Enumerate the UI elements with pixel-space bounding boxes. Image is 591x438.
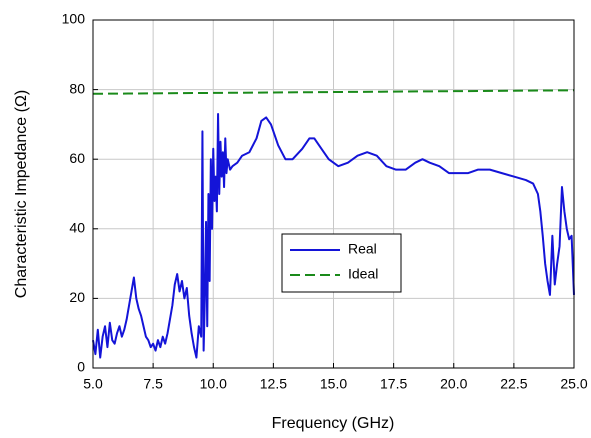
legend: Real Ideal	[281, 233, 402, 293]
x-tick-label: 22.5	[500, 376, 527, 392]
legend-box	[281, 233, 402, 293]
x-tick-label: 17.5	[380, 376, 407, 392]
plot-frame	[92, 19, 575, 369]
line-series	[92, 89, 575, 95]
x-tick-label: 12.5	[260, 376, 287, 392]
y-tick-label: 0	[77, 359, 85, 375]
y-tick-label: 20	[69, 289, 85, 305]
y-tick-label: 60	[69, 150, 85, 166]
y-tick-label: 100	[62, 11, 86, 27]
y-axis-title: Characteristic Impedance (Ω)	[13, 90, 30, 298]
x-tick-label: 20.0	[440, 376, 467, 392]
x-axis-title: Frequency (GHz)	[272, 415, 395, 432]
x-tick-label: 15.0	[320, 376, 347, 392]
legend-label: Ideal	[348, 266, 378, 282]
legend-label: Real	[348, 241, 377, 257]
x-tick-label: 7.5	[143, 376, 163, 392]
line-series	[92, 112, 575, 359]
x-tick-label: 10.0	[200, 376, 227, 392]
x-tick-label: 25.0	[560, 376, 587, 392]
y-tick-label: 40	[69, 220, 85, 236]
y-tick-label: 80	[69, 80, 85, 96]
x-tick-label: 5.0	[83, 376, 103, 392]
